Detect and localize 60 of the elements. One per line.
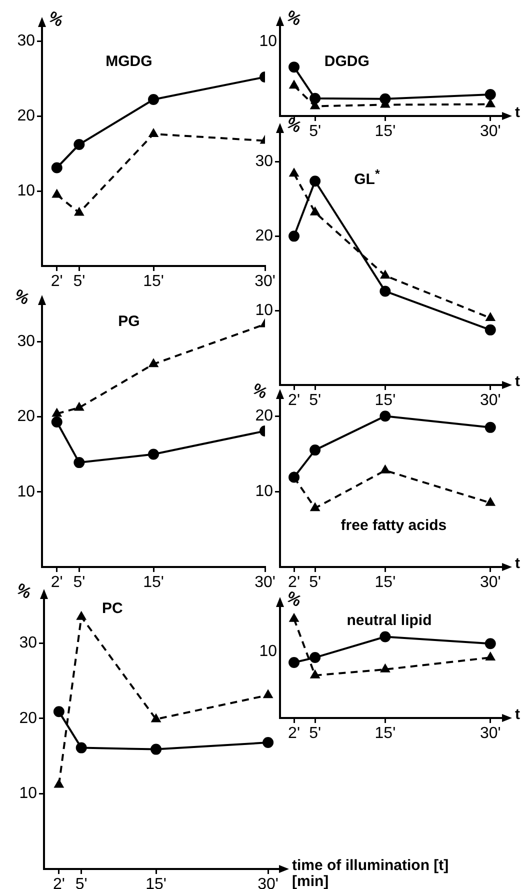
y-tick-label: 20 [19,710,38,727]
x-axis-title: t [515,373,521,390]
y-axis-title: % [282,8,304,30]
y-axis-title: % [282,114,304,138]
y-axis-title: % [282,588,304,612]
chart-title: DGDG [324,53,370,70]
x-axis-title: t [515,104,521,121]
x-tick-label: 30' [254,574,276,592]
y-tick-label: 30 [19,634,38,652]
x-axis-title: t [515,706,521,723]
x-tick-label: 30' [480,123,501,140]
y-tick-label: 10 [17,182,36,200]
x-tick-label: 5' [309,123,322,140]
chart-title: PC [102,600,123,617]
x-tick-label: 5' [309,574,322,592]
x-tick-label: 5' [75,876,88,889]
x-tick-label: 30' [254,273,276,290]
y-tick-label: 20 [17,107,36,124]
y-axis-title: % [10,286,32,310]
x-tick-label: 15' [143,273,164,290]
text: PG [118,314,140,331]
y-tick-label: 10 [19,785,38,802]
x-tick-label: 5' [73,273,86,290]
y-tick-label: 10 [17,483,36,500]
y-tick-label: 10 [255,482,274,500]
y-tick-label: 10 [255,302,274,319]
x-tick-label: 15' [374,574,396,592]
x-tick-label: 30' [258,876,278,889]
text: GL$^{*}$ [354,166,380,188]
x-tick-label: 2' [52,876,65,889]
x-axis-title: t [515,555,521,572]
x-tick-label: 2' [288,574,300,592]
x-tick-label: 15' [374,123,396,140]
y-tick-label: 20 [17,408,36,426]
x-tick-label: 15' [374,725,396,742]
y-tick-label: 20 [255,408,274,425]
y-tick-label: 20 [255,228,274,245]
x-tick-label: 30' [480,392,501,410]
x-tick-label: 2' [50,273,63,290]
x-tick-label: 15' [146,876,166,889]
y-tick-label: 30 [17,32,36,50]
x-tick-label: 2' [288,392,300,410]
y-axis-title: % [248,380,270,404]
y-tick-label: 30 [255,153,274,170]
x-tick-label: 30' [480,725,501,742]
x-tick-label: 2' [288,725,300,742]
y-axis-title: % [44,8,66,32]
x-tick-label: 30' [480,574,501,592]
text: free fatty acids [340,518,447,535]
x-axis-title: time of illumination [t] [min] [292,857,450,889]
x-tick-label: 15' [143,574,164,592]
x-tick-label: 5' [309,725,322,742]
x-tick-label: 5' [309,392,322,410]
y-tick-label: 30 [17,332,36,350]
x-tick-label: 15' [374,392,396,410]
x-tick-label: 2' [50,574,63,592]
chart-title: neutral lipid [346,612,432,629]
x-tick-label: 5' [73,574,86,592]
y-axis-title: % [12,580,34,604]
text: MGDG [106,53,152,70]
